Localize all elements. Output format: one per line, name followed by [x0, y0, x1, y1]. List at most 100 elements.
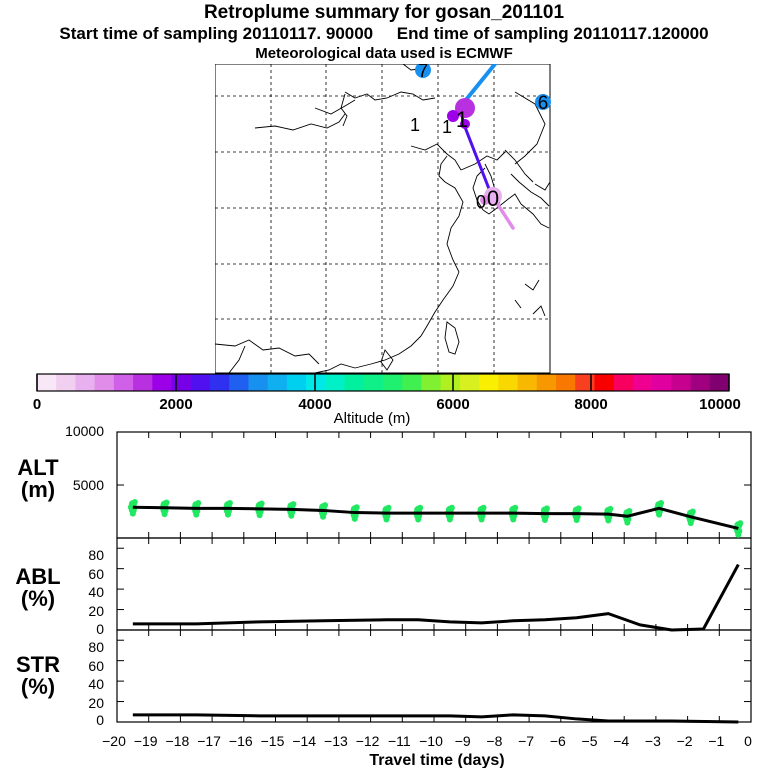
day-label: 1 — [410, 115, 420, 135]
day-label: 1 — [442, 117, 452, 137]
alt-particle — [193, 511, 200, 518]
str-panel-frame — [116, 629, 752, 723]
colorbar-cell — [613, 374, 634, 391]
colorbar-cell — [306, 374, 326, 391]
alt-particle — [626, 507, 633, 514]
colorbar-cell — [402, 374, 422, 391]
colorbar-cell — [709, 374, 730, 391]
alt-particle — [687, 520, 694, 527]
colorbar-cell — [652, 374, 672, 391]
colorbar-cells — [37, 374, 730, 391]
colorbar-tick: 4000 — [298, 396, 331, 413]
alt-particle — [129, 510, 136, 517]
colorbar-cell — [344, 374, 365, 391]
x-tick-label: −1 — [708, 733, 724, 749]
abl-label-line2: (%) — [20, 586, 56, 611]
colorbar-cell — [248, 374, 269, 391]
str-ytick-label: 0 — [96, 712, 104, 728]
x-tick-label: −7 — [518, 733, 534, 749]
abl-series-line — [132, 563, 740, 632]
abl-ytick-label: 80 — [88, 547, 104, 563]
str-ytick-label: 40 — [88, 676, 104, 692]
colorbar-cell — [594, 374, 615, 391]
day-label: 7 — [418, 64, 429, 82]
x-tick-label: −13 — [324, 733, 348, 749]
str-ytick-label: 60 — [88, 658, 104, 674]
alt-particle — [131, 498, 138, 505]
x-tick-label: −18 — [166, 733, 190, 749]
abl-label-line1: ABL — [15, 564, 61, 589]
colorbar-cell — [190, 374, 211, 391]
x-tick-label: −10 — [419, 733, 443, 749]
day-marker-dot — [455, 98, 475, 118]
alt-particle — [658, 500, 665, 507]
alt-particle — [737, 520, 744, 527]
alt-particle — [605, 517, 612, 524]
alt-particle — [689, 508, 696, 515]
day-marker-dot — [460, 119, 470, 129]
y-ticks — [117, 431, 751, 703]
alt-label-line2: (m) — [20, 477, 56, 502]
colorbar-cell — [94, 374, 115, 391]
x-tick-label: −15 — [261, 733, 285, 749]
alt-particle — [417, 504, 424, 511]
time-series-panels: 10000 5000 80 60 40 20 0 80 60 40 20 0 −… — [65, 423, 752, 768]
colorbar-cell — [171, 374, 192, 391]
colorbar-cell — [536, 374, 557, 391]
map-gridlines — [215, 64, 550, 373]
colorbar-cell — [383, 374, 403, 391]
figure-title: Retroplume summary for gosan_201101 — [203, 2, 565, 23]
alt-ytick-label: 5000 — [73, 477, 104, 493]
day-label: 0 — [476, 192, 486, 212]
x-tick-label: −2 — [677, 733, 693, 749]
colorbar-cell — [479, 374, 499, 391]
abl-ytick-label: 20 — [88, 603, 104, 619]
alt-particle — [480, 504, 487, 511]
alt-particle — [320, 513, 327, 520]
trajectory-segment — [461, 120, 493, 196]
alt-particle — [735, 531, 742, 538]
str-label-line1: STR — [16, 652, 60, 677]
trajectory-map: 7 6 1 1 1 0 0 — [215, 64, 551, 374]
alt-particle — [607, 505, 614, 512]
str-label-line2: (%) — [20, 674, 56, 699]
abl-ytick-label: 0 — [96, 621, 104, 637]
colorbar-cell — [575, 374, 595, 391]
x-tick-label: −14 — [292, 733, 316, 749]
day-marker-dot — [415, 64, 431, 78]
colorbar-cell — [229, 374, 249, 391]
colorbar-cell — [75, 374, 96, 391]
colorbar-tick: 6000 — [436, 396, 469, 413]
colorbar-cell — [37, 374, 57, 391]
alt-particle — [575, 505, 582, 512]
day-marker-dot — [480, 195, 490, 205]
altitude-colorbar: 0 2000 4000 6000 8000 10000 Altitude (m) — [33, 373, 741, 427]
alt-particle — [161, 511, 168, 518]
colorbar-cell — [517, 374, 538, 391]
alt-particle — [127, 504, 134, 511]
colorbar-tick: 10000 — [699, 396, 741, 413]
alt-particle — [510, 516, 517, 523]
day-marker-dot — [535, 94, 551, 110]
colorbar-tick: 2000 — [159, 396, 192, 413]
alt-particle — [256, 512, 263, 519]
x-tick-label: −4 — [613, 733, 629, 749]
alt-particle — [195, 500, 202, 507]
alt-particle — [656, 511, 663, 518]
x-tick-label: −6 — [550, 733, 566, 749]
x-ticks — [116, 432, 752, 722]
colorbar-cell — [440, 374, 461, 391]
day-label: 1 — [456, 107, 468, 132]
alt-particle — [353, 504, 360, 511]
colorbar-tick: 0 — [33, 396, 41, 413]
alt-label-line1: ALT — [17, 455, 59, 480]
alt-particle — [543, 505, 550, 512]
colorbar-cell — [286, 374, 307, 391]
alt-particle — [288, 512, 295, 519]
x-axis-label: Travel time (days) — [369, 752, 504, 768]
abl-label: ABL (%) — [8, 566, 68, 610]
x-tick-label: −20 — [102, 733, 126, 749]
alt-particle — [383, 516, 390, 523]
day-label: 0 — [487, 186, 499, 211]
coastlines — [215, 64, 551, 374]
